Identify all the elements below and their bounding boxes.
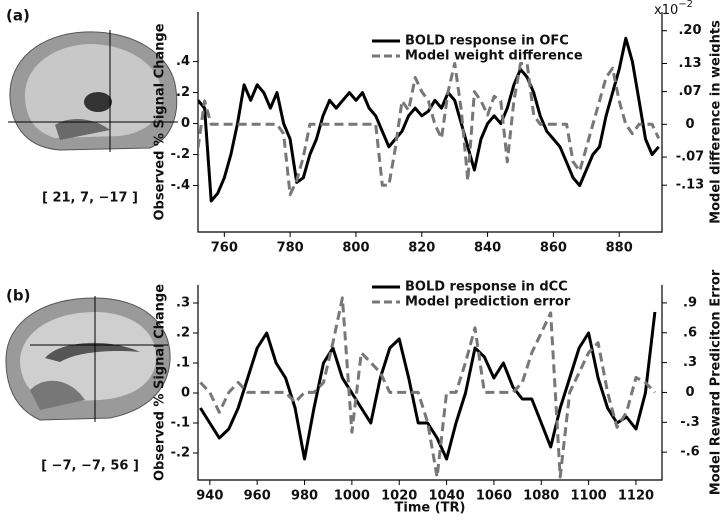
- x-tick-label: 760: [211, 241, 238, 256]
- y2-axis-label: Model difference in weights: [709, 20, 720, 224]
- y-tick-label: -.2: [171, 446, 190, 461]
- legend-label: Model weight difference: [405, 49, 583, 64]
- x-tick-label: 1000: [334, 489, 370, 504]
- y2-tick-label: 0: [685, 385, 694, 400]
- y2-tick-label: -.3: [680, 415, 699, 430]
- brain-coordinates: [ 21, 7, −17 ]: [42, 191, 138, 206]
- y-tick-label: -.2: [171, 147, 190, 162]
- panel-label: (a): [6, 7, 30, 25]
- y-tick-label: 0: [181, 386, 190, 401]
- x-tick-label: 1120: [618, 489, 654, 504]
- series-line: [199, 296, 656, 479]
- y2-axis-label: Model Reward Prediciton Error: [709, 269, 720, 495]
- y2-tick-label: .6: [683, 325, 697, 340]
- x-tick-label: 980: [291, 489, 318, 504]
- axis-line: [197, 12, 663, 233]
- x-tick-label: 940: [196, 489, 223, 504]
- y-tick-label: .1: [176, 356, 190, 371]
- x-tick-label: 1100: [571, 489, 607, 504]
- y2-scale-exponent: −2: [678, 0, 693, 10]
- y2-tick-label: .20: [678, 23, 701, 38]
- y2-tick-label: -.07: [676, 150, 704, 165]
- x-tick-label: 860: [540, 241, 567, 256]
- y2-tick-label: .3: [683, 355, 697, 370]
- y-tick-label: -.1: [171, 416, 190, 431]
- y2-scale-base: x10: [654, 3, 678, 18]
- series-line: [198, 36, 660, 203]
- legend-label: Model prediction error: [405, 295, 571, 310]
- plot-lines: [198, 36, 661, 203]
- series-line: [198, 62, 661, 197]
- y-tick-label: .4: [176, 54, 190, 69]
- y-axis-label: Observed % Signal Change: [153, 23, 168, 220]
- x-tick-label: 780: [277, 241, 304, 256]
- axis-line: [197, 285, 663, 481]
- y-tick-label: 0: [181, 116, 190, 131]
- x-tick-label: 840: [474, 241, 501, 256]
- y-tick-label: .2: [176, 85, 190, 100]
- y2-tick-label: .13: [678, 56, 701, 71]
- brain-coordinates: [ −7, −7, 56 ]: [41, 459, 139, 474]
- x-tick-label: 880: [606, 241, 633, 256]
- x-tick-label: 820: [408, 241, 435, 256]
- x-tick-label: 800: [342, 241, 369, 256]
- legend-label: BOLD response in dCC: [405, 280, 568, 295]
- y-axis-label: Observed % Signal Change: [153, 284, 168, 481]
- panel-label: (b): [6, 287, 30, 305]
- series-line: [199, 311, 657, 461]
- x-tick-label: 1040: [428, 489, 464, 504]
- plot-lines: [199, 296, 657, 479]
- y2-tick-label: .07: [678, 84, 701, 99]
- y2-tick-label: 0: [685, 117, 694, 132]
- y2-tick-label: -.6: [680, 445, 699, 460]
- x-axis-label: Time (TR): [395, 501, 466, 516]
- y2-tick-label: .9: [683, 295, 697, 310]
- y-tick-label: -.4: [171, 178, 190, 193]
- brain-sagittal-a: [8, 30, 178, 152]
- x-tick-label: 1020: [381, 489, 417, 504]
- x-tick-label: 1060: [476, 489, 512, 504]
- y2-scale-label: x10−2: [654, 0, 693, 18]
- y-tick-label: .2: [176, 326, 190, 341]
- y2-tick-label: -.13: [676, 178, 704, 193]
- brain-sagittal-b: [5, 296, 171, 422]
- legend-label: BOLD response in OFC: [405, 34, 569, 49]
- x-tick-label: 1080: [523, 489, 559, 504]
- x-tick-label: 960: [244, 489, 271, 504]
- y-tick-label: .3: [176, 296, 190, 311]
